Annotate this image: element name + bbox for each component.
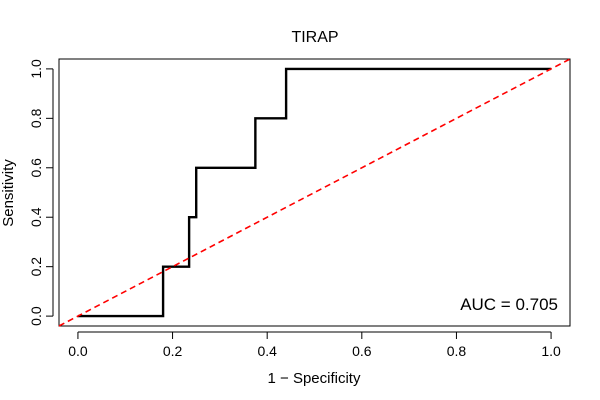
- x-tick-label: 0.2: [163, 343, 183, 359]
- y-tick-label: 0.2: [28, 257, 44, 277]
- auc-annotation: AUC = 0.705: [460, 295, 558, 314]
- y-tick-label: 1.0: [28, 59, 44, 79]
- y-axis: 0.0 0.2 0.4 0.6 0.8 1.0: [28, 59, 54, 326]
- x-tick-label: 0.4: [257, 343, 277, 359]
- y-axis-label: Sensitivity: [0, 159, 17, 227]
- reference-diagonal-line: [58, 58, 571, 327]
- plot-frame: [58, 58, 571, 327]
- chart-title: TIRAP: [291, 29, 338, 46]
- x-tick-label: 0.0: [68, 343, 88, 359]
- x-axis: 0.0 0.2 0.4 0.6 0.8 1.0: [68, 331, 561, 359]
- x-axis-label: 1 − Specificity: [268, 370, 361, 387]
- x-tick-label: 1.0: [541, 343, 561, 359]
- y-tick-label: 0.4: [28, 207, 44, 227]
- y-tick-label: 0.0: [28, 306, 44, 326]
- roc-curve-line: [77, 67, 552, 318]
- x-tick-label: 0.8: [447, 343, 467, 359]
- y-tick-label: 0.6: [28, 158, 44, 178]
- y-tick-label: 0.8: [28, 108, 44, 128]
- x-tick-label: 0.6: [352, 343, 372, 359]
